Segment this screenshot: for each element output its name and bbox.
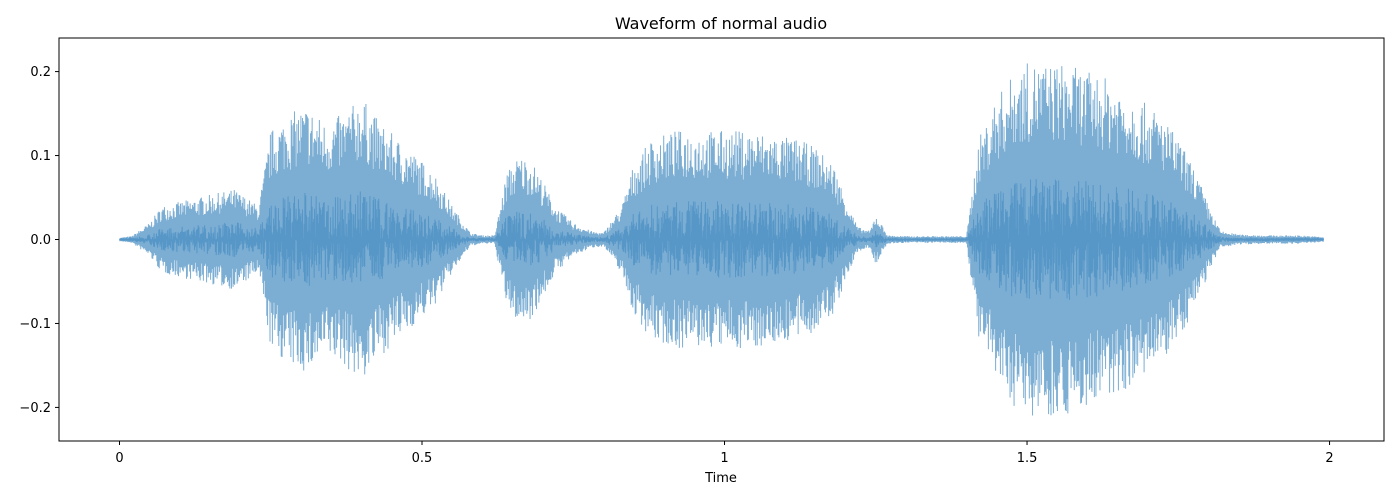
y-tick-label: −0.1 (19, 317, 51, 332)
x-tick-label: 1.5 (1017, 451, 1038, 466)
waveform-line (119, 63, 1324, 416)
waveform-core (119, 179, 1324, 300)
y-tick-label: 0.0 (30, 233, 51, 248)
x-axis-label: Time (704, 471, 737, 486)
y-tick-label: 0.2 (30, 65, 51, 80)
chart-title: Waveform of normal audio (615, 14, 827, 33)
y-tick-label: 0.1 (30, 149, 51, 164)
waveform-series (119, 63, 1324, 416)
x-tick-label: 2 (1325, 451, 1333, 466)
x-axis: 0 0.5 1 1.5 2 (115, 441, 1334, 466)
plot-area (119, 63, 1324, 416)
y-tick-label: −0.2 (19, 401, 51, 416)
x-tick-label: 0.5 (412, 451, 433, 466)
y-axis: −0.2 −0.1 0.0 0.1 0.2 (19, 65, 59, 416)
x-tick-label: 1 (720, 451, 728, 466)
x-tick-label: 0 (115, 451, 123, 466)
